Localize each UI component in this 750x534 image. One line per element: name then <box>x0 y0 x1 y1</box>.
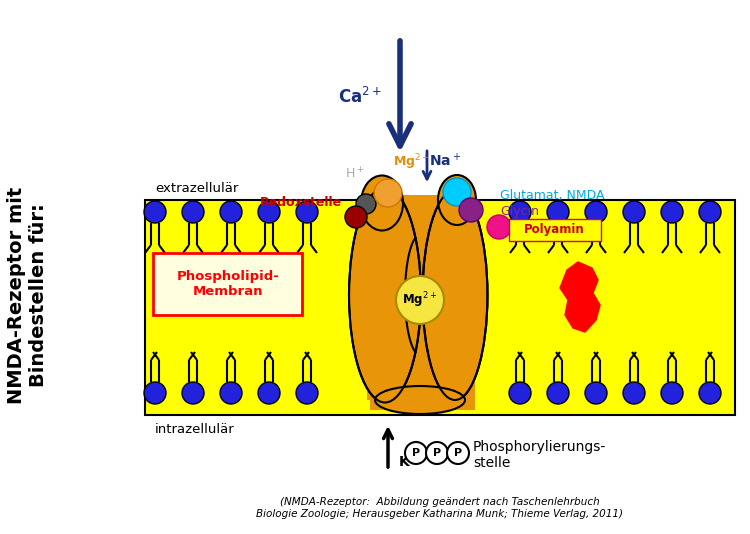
Circle shape <box>405 442 427 464</box>
Circle shape <box>258 382 280 404</box>
FancyBboxPatch shape <box>509 219 601 241</box>
Circle shape <box>296 382 318 404</box>
Circle shape <box>487 215 511 239</box>
Circle shape <box>182 201 204 223</box>
Circle shape <box>356 194 376 214</box>
Circle shape <box>426 442 448 464</box>
Circle shape <box>258 201 280 223</box>
Text: Mg$^{2+}$: Mg$^{2+}$ <box>393 152 430 172</box>
Circle shape <box>443 178 471 206</box>
Ellipse shape <box>349 187 421 403</box>
Ellipse shape <box>361 176 403 231</box>
Text: P: P <box>454 448 462 458</box>
Circle shape <box>345 206 367 228</box>
Circle shape <box>509 201 531 223</box>
Text: NMDA-Rezeptor mit
Bindestellen für:: NMDA-Rezeptor mit Bindestellen für: <box>8 186 49 404</box>
Text: Glycin: Glycin <box>500 206 539 218</box>
Polygon shape <box>560 262 600 332</box>
Circle shape <box>699 382 721 404</box>
Text: Glutamat, NMDA: Glutamat, NMDA <box>500 189 604 201</box>
Text: K$^+$: K$^+$ <box>398 453 420 470</box>
FancyBboxPatch shape <box>153 253 302 315</box>
Circle shape <box>374 179 402 207</box>
Text: Polyamin: Polyamin <box>524 224 584 237</box>
Text: intrazellulär: intrazellulär <box>155 423 235 436</box>
Circle shape <box>585 382 607 404</box>
Text: H$^+$: H$^+$ <box>346 167 365 182</box>
Text: Phospholipid-
Membran: Phospholipid- Membran <box>176 270 280 298</box>
Text: P: P <box>412 448 420 458</box>
Circle shape <box>459 198 483 222</box>
Text: Redoxstelle: Redoxstelle <box>260 195 342 208</box>
Circle shape <box>661 201 683 223</box>
Bar <box>370 195 475 410</box>
Text: Phosphorylierungs-: Phosphorylierungs- <box>473 440 606 454</box>
Circle shape <box>182 382 204 404</box>
Circle shape <box>447 442 469 464</box>
Text: P: P <box>433 448 441 458</box>
Bar <box>367 200 475 400</box>
Circle shape <box>396 276 444 324</box>
Circle shape <box>220 382 242 404</box>
Text: Ca$^{2+}$: Ca$^{2+}$ <box>338 87 382 107</box>
Ellipse shape <box>422 190 488 400</box>
Circle shape <box>661 382 683 404</box>
Circle shape <box>220 201 242 223</box>
Circle shape <box>144 201 166 223</box>
Ellipse shape <box>438 175 476 225</box>
Ellipse shape <box>375 386 465 414</box>
Circle shape <box>623 201 645 223</box>
Bar <box>145 200 735 415</box>
Text: stelle: stelle <box>473 456 510 470</box>
Circle shape <box>699 201 721 223</box>
Text: Na$^+$: Na$^+$ <box>429 152 461 169</box>
Circle shape <box>547 382 569 404</box>
Circle shape <box>585 201 607 223</box>
Circle shape <box>144 382 166 404</box>
Circle shape <box>509 382 531 404</box>
Text: Mg$^{2+}$: Mg$^{2+}$ <box>403 290 437 310</box>
Text: extrazellulär: extrazellulär <box>155 182 238 195</box>
Text: (NMDA-Rezeptor:  Abbildung geändert nach Taschenlehrbuch
Biologie Zoologie; Hera: (NMDA-Rezeptor: Abbildung geändert nach … <box>256 497 623 519</box>
Circle shape <box>296 201 318 223</box>
Circle shape <box>547 201 569 223</box>
Circle shape <box>623 382 645 404</box>
